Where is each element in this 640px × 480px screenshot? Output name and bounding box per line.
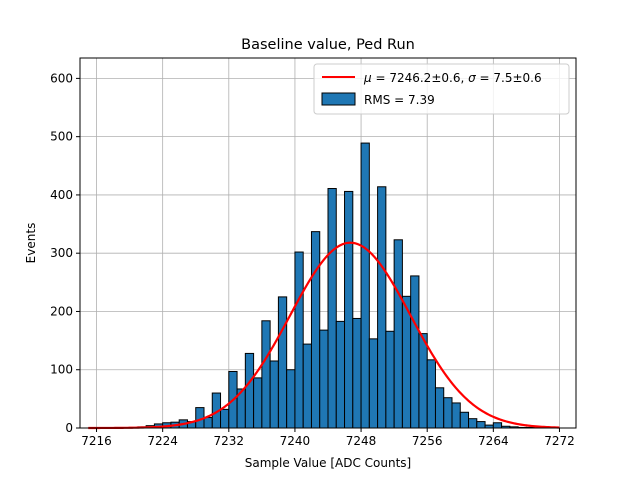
histogram-bar (377, 186, 387, 429)
histogram-bar (401, 295, 412, 429)
histogram-bar (244, 352, 255, 429)
histogram-bar (393, 239, 403, 429)
histogram-bar (410, 275, 420, 429)
histogram-bar (203, 417, 213, 429)
histogram-bar (434, 387, 445, 429)
legend-fit-label: μ = 7246.2±0.6, σ = 7.5±0.6 (363, 71, 542, 85)
y-axis-ticks: 0 100 200 300 400 500 600 (50, 71, 80, 435)
histogram-bar (352, 317, 362, 429)
legend: μ = 7246.2±0.6, σ = 7.5±0.6 RMS = 7.39 (313, 63, 570, 115)
legend-box (313, 63, 570, 115)
histogram-bar (418, 333, 428, 429)
histogram-bar (302, 343, 312, 429)
histogram-bar (310, 231, 321, 429)
y-tick-label: 100 (50, 363, 73, 377)
y-tick-label: 0 (65, 421, 73, 435)
histogram-bar (294, 251, 304, 429)
legend-histogram-swatch (321, 92, 356, 106)
histogram-bar (443, 397, 453, 429)
histogram-bar (269, 360, 279, 429)
x-tick-label: 7216 (81, 434, 112, 448)
histogram-bar (220, 408, 230, 429)
histogram-bar (319, 329, 329, 429)
y-tick-label: 500 (50, 130, 73, 144)
histogram-bar (368, 338, 379, 429)
y-tick-label: 600 (50, 71, 73, 85)
histogram-bar (451, 402, 461, 429)
fit-curve (88, 241, 560, 430)
chart-title: Baseline value, Ped Run (241, 37, 415, 53)
y-tick-label: 300 (50, 246, 73, 260)
x-tick-label: 7232 (214, 434, 245, 448)
x-axis-ticks: 7216 7224 7232 7240 7248 7256 7264 7272 (81, 428, 575, 448)
y-tick-label: 200 (50, 304, 73, 318)
x-tick-label: 7240 (280, 434, 311, 448)
histogram-bar (468, 418, 478, 429)
histogram-bar (344, 190, 354, 429)
y-axis-label: Events (24, 223, 38, 264)
histogram-bar (360, 142, 370, 429)
histogram-bar (261, 320, 271, 429)
histogram-bar (459, 411, 470, 429)
gaussian-fit (88, 241, 560, 430)
x-tick-label: 7248 (346, 434, 377, 448)
plot-frame (79, 57, 577, 429)
histogram-bar (492, 422, 503, 429)
x-tick-label: 7272 (544, 434, 575, 448)
histogram-bar (327, 188, 337, 429)
histogram-bar (426, 359, 436, 429)
histogram-bar (277, 296, 288, 429)
x-tick-label: 7224 (147, 434, 178, 448)
legend-histogram-label: RMS = 7.39 (364, 93, 435, 107)
histogram-bar (335, 320, 346, 429)
x-axis-label: Sample Value [ADC Counts] (245, 456, 411, 470)
histogram-bar (476, 421, 486, 429)
histogram-bar (286, 369, 296, 429)
histogram-bar (385, 330, 395, 429)
y-tick-label: 400 (50, 188, 73, 202)
histogram-bar (253, 377, 263, 429)
x-tick-label: 7256 (412, 434, 443, 448)
x-tick-label: 7264 (478, 434, 509, 448)
